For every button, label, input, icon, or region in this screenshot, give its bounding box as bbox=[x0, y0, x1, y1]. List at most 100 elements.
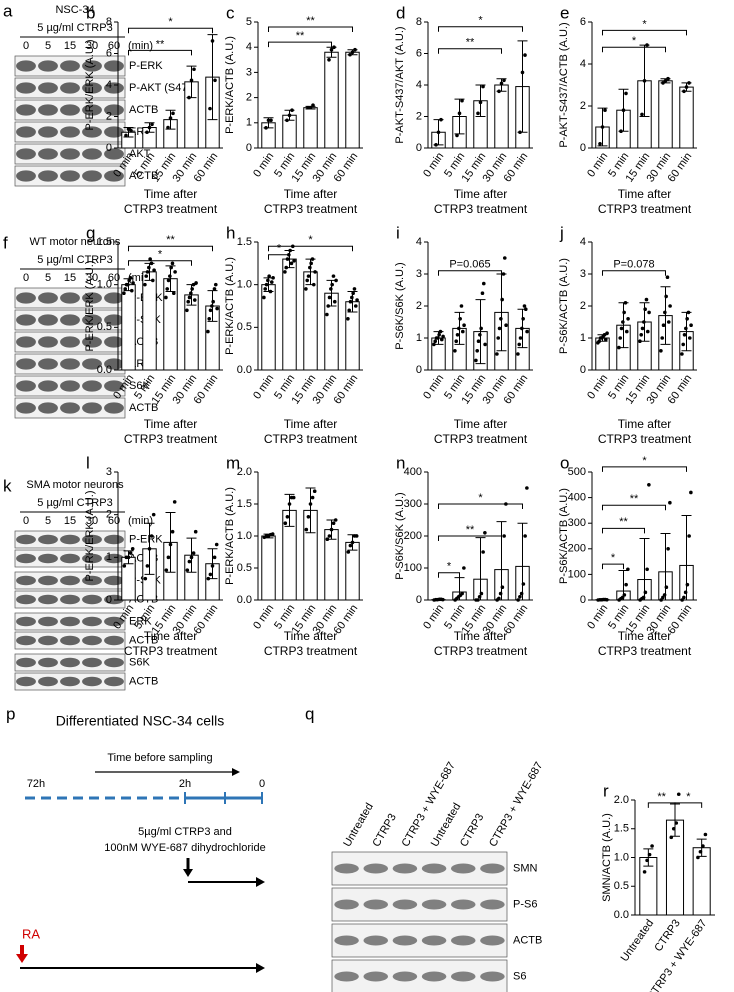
data-point bbox=[626, 567, 630, 572]
blot-band bbox=[38, 292, 58, 304]
data-point bbox=[523, 534, 527, 538]
data-point bbox=[284, 265, 289, 270]
data-point bbox=[327, 58, 331, 62]
data-point bbox=[687, 81, 691, 85]
data-point bbox=[210, 564, 215, 568]
significance-label: ** bbox=[156, 38, 165, 50]
lane-label: 15 bbox=[64, 272, 76, 284]
x-tick-label: 0 min bbox=[251, 373, 276, 402]
blot-band bbox=[82, 534, 102, 545]
band-label: ACTB bbox=[129, 634, 158, 646]
significance-label: * bbox=[168, 16, 173, 28]
lane-label: CTRP3 bbox=[458, 812, 486, 849]
data-point bbox=[642, 79, 647, 83]
data-point bbox=[122, 564, 127, 568]
data-point bbox=[193, 529, 198, 534]
data-point bbox=[502, 534, 506, 538]
data-point bbox=[462, 323, 466, 328]
data-point bbox=[661, 595, 665, 600]
y-tick-label: 1.0 bbox=[614, 851, 629, 863]
data-point bbox=[617, 345, 621, 350]
data-point bbox=[149, 261, 154, 266]
lane-label: 0 bbox=[23, 40, 29, 52]
data-point bbox=[603, 108, 607, 112]
data-point bbox=[605, 597, 609, 602]
band-label: SMN bbox=[513, 862, 538, 874]
y-tick-label: 0 bbox=[580, 594, 586, 606]
data-point bbox=[457, 111, 462, 116]
blot-band bbox=[16, 635, 36, 646]
blot-band bbox=[38, 553, 58, 564]
data-point bbox=[147, 265, 151, 270]
data-point bbox=[460, 591, 464, 596]
y-tick-label: 2 bbox=[416, 110, 422, 122]
blot-band bbox=[16, 292, 36, 304]
data-point bbox=[523, 53, 527, 57]
x-axis-label: Time after bbox=[618, 629, 672, 643]
blot-band bbox=[104, 575, 124, 586]
data-point bbox=[313, 270, 317, 274]
data-point bbox=[145, 564, 150, 568]
blot-band bbox=[16, 380, 36, 392]
data-point bbox=[143, 282, 147, 287]
y-tick-label: 0 bbox=[106, 594, 112, 606]
error-bar bbox=[305, 487, 316, 534]
data-point bbox=[497, 89, 501, 94]
blot-strip bbox=[331, 851, 508, 886]
lane-label: 0 bbox=[23, 272, 29, 284]
bar bbox=[494, 84, 509, 149]
data-point bbox=[331, 274, 336, 278]
x-tick-label: 0 min bbox=[251, 151, 276, 180]
data-point bbox=[669, 835, 674, 840]
panel-label: j bbox=[559, 223, 564, 242]
data-point bbox=[143, 576, 148, 581]
bar bbox=[345, 51, 360, 149]
data-point bbox=[152, 268, 156, 272]
x-axis-label: CTRP3 treatment bbox=[598, 202, 692, 216]
blot-band bbox=[334, 899, 359, 910]
data-point bbox=[516, 598, 520, 602]
x-axis-label: CTRP3 treatment bbox=[264, 432, 358, 446]
blot-band bbox=[363, 971, 388, 982]
panel-label: m bbox=[226, 453, 240, 472]
y-tick-label: 2.0 bbox=[237, 466, 252, 478]
band-label: S6 bbox=[513, 970, 526, 982]
lane-label: 5 bbox=[45, 272, 51, 284]
x-axis-label: CTRP3 treatment bbox=[124, 432, 218, 446]
blot-band bbox=[104, 676, 124, 687]
data-point bbox=[330, 282, 334, 287]
data-point bbox=[185, 308, 189, 313]
panel-label: d bbox=[396, 3, 405, 22]
blot-band bbox=[16, 170, 36, 182]
blot-band bbox=[16, 104, 36, 116]
significance-bracket bbox=[438, 572, 460, 578]
y-axis-label: P-S6K/ACTB (A.U.) bbox=[558, 488, 570, 584]
significance-bracket bbox=[602, 270, 666, 276]
data-point bbox=[166, 125, 170, 130]
blot-band bbox=[104, 380, 124, 392]
significance-bracket bbox=[438, 535, 502, 541]
panel-label: n bbox=[396, 453, 405, 472]
data-point bbox=[518, 130, 522, 135]
significance-label: * bbox=[158, 249, 163, 261]
data-point bbox=[457, 326, 461, 331]
x-axis-label: CTRP3 treatment bbox=[434, 202, 528, 216]
blot-band bbox=[392, 935, 418, 946]
blot-band bbox=[38, 170, 58, 182]
lane-label: 30 bbox=[86, 515, 98, 527]
data-point bbox=[189, 291, 193, 296]
data-point bbox=[519, 591, 524, 596]
blot-band bbox=[38, 676, 58, 687]
data-point bbox=[126, 282, 130, 287]
band-label: P-ERK bbox=[129, 60, 163, 72]
data-point bbox=[639, 333, 644, 337]
blot-band bbox=[82, 380, 102, 392]
blot-band bbox=[16, 126, 36, 138]
bar bbox=[658, 80, 673, 149]
significance-bracket bbox=[602, 563, 624, 570]
data-point bbox=[666, 547, 670, 551]
y-tick-label: 0 bbox=[246, 142, 252, 154]
data-point bbox=[187, 95, 191, 100]
blot-band bbox=[104, 314, 124, 326]
significance-label: P=0.078 bbox=[613, 259, 654, 271]
